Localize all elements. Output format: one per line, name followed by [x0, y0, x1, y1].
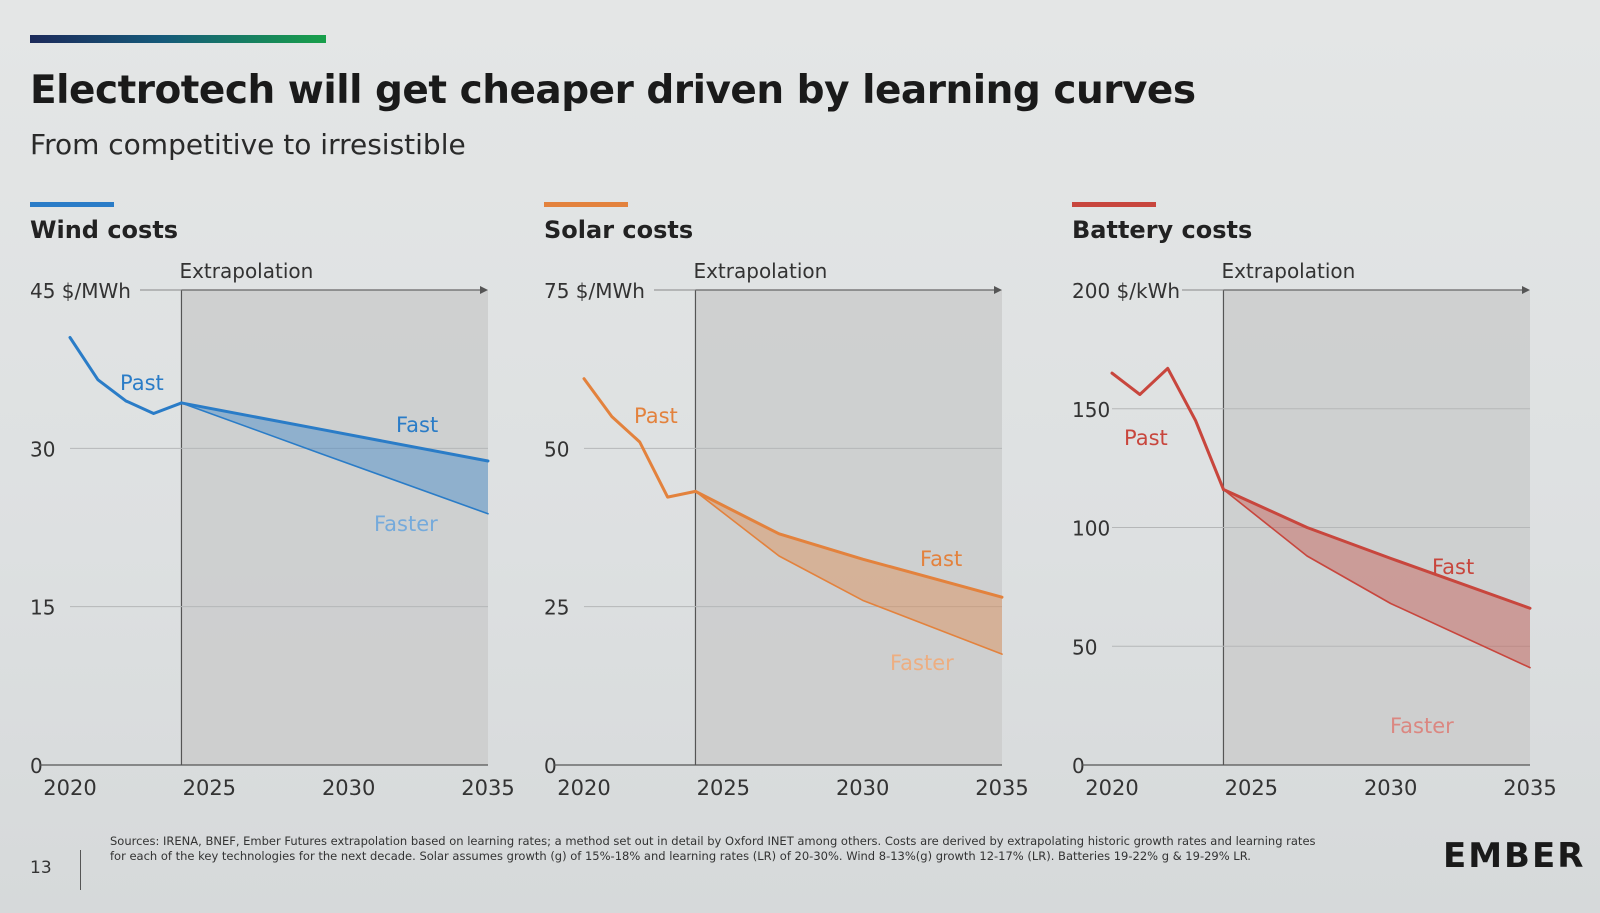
- wind-faster-line: [180, 402, 489, 515]
- battery-x-tick-label: 2020: [1085, 776, 1138, 800]
- solar-x-tick-label: 2025: [697, 776, 750, 800]
- top-accent-bar: [30, 35, 326, 43]
- solar-fast-faster-band: [695, 491, 1002, 655]
- solar-accent-bar: [544, 202, 628, 207]
- wind-past-line: [68, 336, 183, 415]
- solar-chart: Extrapolation 75 $/MWh 0 25 50 2020 2025 2030 20…: [544, 259, 1029, 800]
- wind-faster-label: Faster: [374, 512, 438, 536]
- sources-note: Sources: IRENA, BNEF, Ember Futures extr…: [110, 834, 1316, 863]
- wind-past-label: Past: [120, 371, 164, 395]
- wind-x-tick-label: 2020: [43, 776, 96, 800]
- solar-extrapolation-label: Extrapolation: [693, 259, 827, 283]
- solar-y-tick-label: 25: [544, 596, 569, 620]
- wind-chart-panel: Wind costs Extrapolation 45 $/MWh 0 15 30 202…: [30, 200, 540, 820]
- battery-y-tick-label: 0: [1072, 754, 1085, 778]
- footer-divider: [80, 850, 81, 890]
- battery-y-unit-label: 200 $/kWh: [1072, 279, 1180, 303]
- battery-chart-title: Battery costs: [1072, 216, 1253, 244]
- solar-past-line: [582, 377, 697, 499]
- page-subtitle: From competitive to irresistible: [30, 128, 466, 161]
- page-number: 13: [30, 858, 52, 878]
- battery-past-label: Past: [1124, 426, 1168, 450]
- battery-faster-line: [1222, 488, 1531, 669]
- wind-chart-title: Wind costs: [30, 216, 179, 244]
- battery-past-line: [1110, 366, 1225, 491]
- battery-y-tick-label: 100: [1072, 517, 1110, 541]
- page-title: Electrotech will get cheaper driven by l…: [30, 68, 1196, 113]
- solar-y-unit-label: 75 $/MWh: [544, 279, 645, 303]
- battery-x-tick-label: 2035: [1503, 776, 1556, 800]
- wind-x-tick-label: 2025: [183, 776, 236, 800]
- wind-fast-line: [179, 401, 490, 463]
- battery-y-tick-label: 150: [1072, 398, 1110, 422]
- battery-x-tick-label: 2025: [1225, 776, 1278, 800]
- wind-y-tick-label: 0: [30, 754, 43, 778]
- solar-fast-line: [693, 489, 1004, 599]
- wind-chart: Extrapolation 45 $/MWh 0 15 30 2020 2025 2030 20…: [30, 259, 515, 800]
- wind-accent-bar: [30, 202, 114, 207]
- battery-fast-line: [1221, 488, 1532, 610]
- battery-x-tick-label: 2030: [1364, 776, 1417, 800]
- solar-faster-label: Faster: [890, 651, 954, 675]
- wind-x-tick-label: 2035: [461, 776, 514, 800]
- battery-faster-label: Faster: [1390, 714, 1454, 738]
- solar-y-tick-label: 0: [544, 754, 557, 778]
- battery-fast-label: Fast: [1432, 555, 1474, 579]
- wind-y-tick-label: 30: [30, 437, 55, 461]
- wind-y-tick-label: 15: [30, 596, 55, 620]
- battery-fast-faster-band: [1223, 489, 1530, 668]
- wind-x-tick-label: 2030: [322, 776, 375, 800]
- battery-accent-bar: [1072, 202, 1156, 207]
- battery-chart: Extrapolation 200 $/kWh 0 50 100 150 2020 2025 2…: [1072, 259, 1557, 800]
- ember-logo: EMBER: [1443, 836, 1586, 876]
- wind-extrapolation-arrow-head: [480, 286, 488, 294]
- wind-extrapolation-region: [181, 290, 488, 765]
- wind-extrapolation-label: Extrapolation: [179, 259, 313, 283]
- wind-fast-label: Fast: [396, 413, 438, 437]
- solar-x-tick-label: 2035: [975, 776, 1028, 800]
- solar-y-tick-label: 50: [544, 437, 569, 461]
- battery-y-tick-label: 50: [1072, 635, 1097, 659]
- battery-extrapolation-label: Extrapolation: [1221, 259, 1355, 283]
- solar-extrapolation-arrow-head: [994, 286, 1002, 294]
- solar-faster-line: [694, 490, 1003, 655]
- wind-y-unit-label: 45 $/MWh: [30, 279, 131, 303]
- solar-x-tick-label: 2030: [836, 776, 889, 800]
- solar-chart-title: Solar costs: [544, 216, 694, 244]
- solar-fast-label: Fast: [920, 547, 962, 571]
- solar-chart-panel: Solar costs Extrapolation 75 $/MWh 0 25 50 20…: [544, 200, 1054, 820]
- battery-chart-panel: Battery costs Extrapolation 200 $/kWh 0 50 1…: [1072, 200, 1582, 820]
- solar-past-label: Past: [634, 404, 678, 428]
- battery-extrapolation-arrow-head: [1522, 286, 1530, 294]
- solar-extrapolation-region: [695, 290, 1002, 765]
- solar-x-tick-label: 2020: [557, 776, 610, 800]
